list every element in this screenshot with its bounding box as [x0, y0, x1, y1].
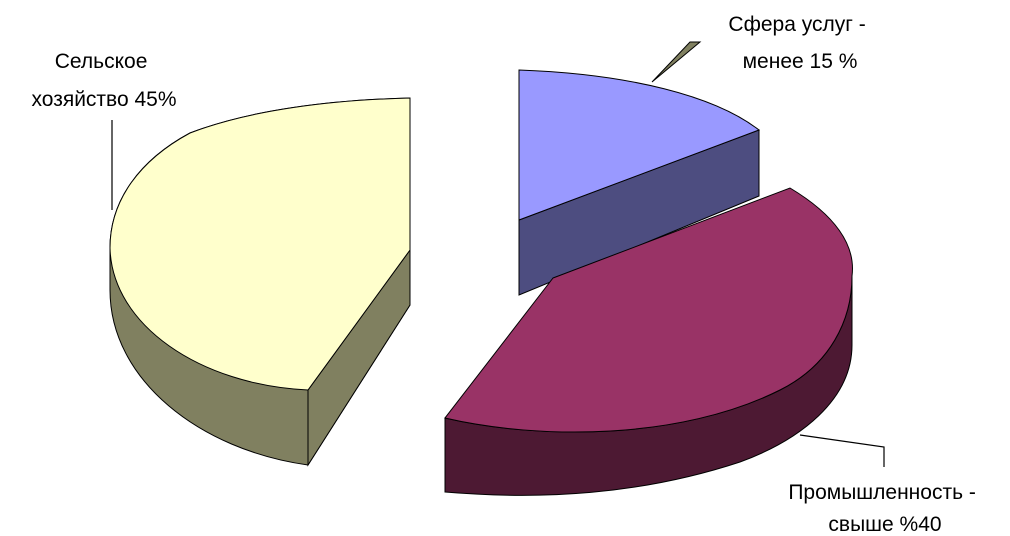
- slice-services-top: [518, 69, 761, 221]
- slice-agriculture-top: [109, 97, 411, 391]
- slice-industry-top: [444, 187, 853, 433]
- label-agriculture-line2: хозяйство 45%: [31, 88, 176, 111]
- slice-agriculture: [109, 97, 411, 467]
- label-services: Сфера услуг - менее 15 %: [728, 13, 871, 73]
- label-industry-line2: свыше %40: [828, 513, 941, 536]
- label-industry: Промышленность - свыше %40: [788, 481, 981, 536]
- slice-industry: [444, 187, 853, 496]
- label-agriculture: Сельское хозяйство 45%: [31, 50, 176, 111]
- label-industry-line1: Промышленность -: [788, 481, 976, 504]
- label-services-line1: Сфера услуг -: [728, 13, 865, 36]
- label-agriculture-line1: Сельское: [55, 50, 148, 73]
- label-services-line2: менее 15 %: [743, 50, 858, 73]
- leader-line-industry: [799, 434, 885, 467]
- leader-line-services: [651, 41, 702, 83]
- slice-services: [518, 69, 761, 296]
